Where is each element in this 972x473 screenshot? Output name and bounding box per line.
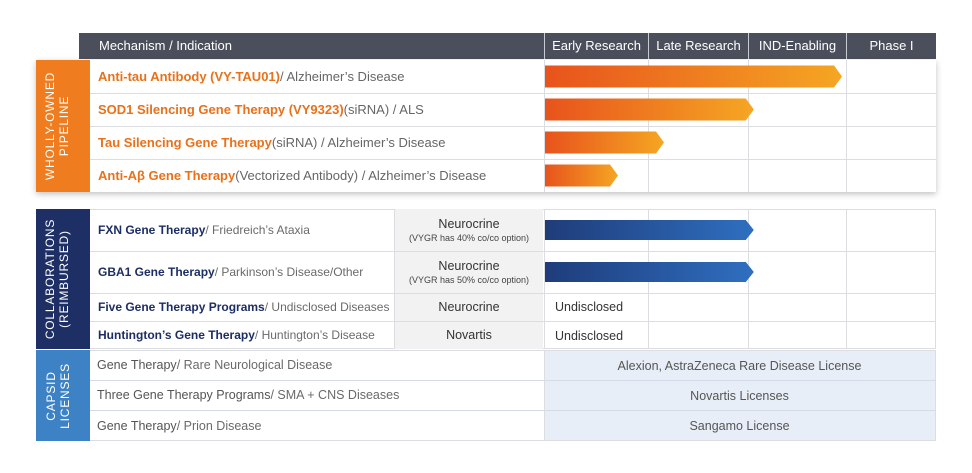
header-stage-ind-enabling: IND-Enabling bbox=[748, 33, 846, 59]
header-stage-phase-1: Phase I bbox=[846, 33, 936, 59]
row-divider bbox=[90, 380, 936, 381]
row-divider bbox=[90, 159, 936, 160]
partner-cell: Neurocrine bbox=[394, 293, 543, 321]
header-mechanism: Mechanism / Indication bbox=[99, 38, 232, 53]
pipeline-row: GBA1 Gene Therapy / Parkinson’s Disease/… bbox=[90, 251, 394, 293]
program-detail: / Friedreich’s Ataxia bbox=[205, 223, 310, 237]
row-divider bbox=[90, 321, 936, 322]
row-divider bbox=[90, 251, 936, 252]
stage-gridline bbox=[544, 209, 545, 349]
partner-cell: Neurocrine (VYGR has 40% co/co option) bbox=[394, 209, 543, 251]
program-detail: (siRNA) / ALS bbox=[343, 102, 424, 117]
progress-arrow bbox=[545, 164, 618, 187]
progress-arrow bbox=[545, 65, 842, 88]
program-name: Huntington’s Gene Therapy bbox=[98, 328, 255, 342]
pipeline-header: Mechanism / Indication Early Research La… bbox=[79, 33, 936, 59]
program-detail: / Huntington’s Disease bbox=[254, 328, 375, 342]
row-divider bbox=[90, 93, 936, 94]
status-undisclosed: Undisclosed bbox=[555, 329, 624, 343]
program-detail: / Alzheimer’s Disease bbox=[280, 69, 405, 84]
pipeline-row: Anti-tau Antibody (VY-TAU01) / Alzheimer… bbox=[90, 60, 544, 93]
stage-gridline bbox=[648, 60, 649, 192]
header-stage-late-research: Late Research bbox=[648, 33, 748, 59]
program-detail: / Undisclosed Diseases bbox=[264, 300, 390, 314]
pipeline-row: Tau Silencing Gene Therapy (siRNA) / Alz… bbox=[90, 126, 544, 159]
capsid-accent bbox=[79, 350, 90, 441]
wholly-owned-accent bbox=[79, 60, 90, 192]
row-divider bbox=[90, 410, 936, 411]
partner-name: Novartis bbox=[446, 328, 492, 342]
pipeline-row: Anti-Aβ Gene Therapy (Vectorized Antibod… bbox=[90, 159, 544, 192]
collaborations-accent bbox=[79, 209, 90, 349]
header-stage-early-research: Early Research bbox=[544, 33, 648, 59]
stage-gridline bbox=[846, 209, 847, 349]
partner-name: Neurocrine bbox=[438, 300, 500, 314]
program-name: Tau Silencing Gene Therapy bbox=[98, 135, 272, 150]
collaborations-label: COLLABORATIONS (REIMBURSED) bbox=[36, 209, 79, 349]
stage-gridline bbox=[748, 209, 749, 349]
program-name: Anti-tau Antibody (VY-TAU01) bbox=[98, 69, 280, 84]
progress-arrow bbox=[545, 220, 754, 240]
program-name: Gene Therapy bbox=[97, 358, 177, 372]
program-name: Anti-Aβ Gene Therapy bbox=[98, 168, 236, 183]
license-cell: Alexion, AstraZeneca Rare Disease Licens… bbox=[544, 351, 935, 380]
progress-arrow bbox=[545, 262, 754, 282]
pipeline-row: Gene Therapy / Prion Disease bbox=[90, 410, 544, 441]
partner-note: (VYGR has 50% co/co option) bbox=[408, 275, 530, 285]
stage-gridline bbox=[748, 60, 749, 192]
program-detail: / Prion Disease bbox=[176, 418, 262, 433]
partner-cell: Neurocrine (VYGR has 50% co/co option) bbox=[394, 251, 543, 293]
row-divider bbox=[90, 126, 936, 127]
license-cell: Sangamo License bbox=[544, 411, 935, 440]
program-detail: / Rare Neurological Disease bbox=[176, 358, 333, 372]
program-detail: (Vectorized Antibody) / Alzheimer’s Dise… bbox=[235, 168, 487, 183]
pipeline-row: Gene Therapy / Rare Neurological Disease bbox=[90, 350, 544, 380]
stage-gridline bbox=[846, 60, 847, 192]
capsid-label: CAPSID LICENSES bbox=[36, 350, 79, 441]
pipeline-row: Huntington’s Gene Therapy / Huntington’s… bbox=[90, 321, 394, 349]
program-name: Three Gene Therapy Programs bbox=[97, 388, 271, 402]
program-detail: (siRNA) / Alzheimer’s Disease bbox=[271, 135, 446, 150]
pipeline-row: Three Gene Therapy Programs / SMA + CNS … bbox=[90, 380, 544, 410]
partner-note: (VYGR has 40% co/co option) bbox=[408, 233, 530, 243]
pipeline-row: Five Gene Therapy Programs / Undisclosed… bbox=[90, 293, 394, 321]
program-name: SOD1 Silencing Gene Therapy (VY9323) bbox=[98, 102, 344, 117]
partner-cell: Novartis bbox=[394, 321, 543, 349]
progress-arrow bbox=[545, 98, 754, 121]
program-name: Five Gene Therapy Programs bbox=[98, 300, 265, 314]
stage-gridline bbox=[544, 350, 545, 441]
license-cell: Novartis Licenses bbox=[544, 381, 935, 410]
program-detail: / SMA + CNS Diseases bbox=[270, 388, 400, 402]
partner-name: Neurocrine bbox=[438, 217, 500, 231]
row-divider bbox=[90, 293, 936, 294]
status-undisclosed: Undisclosed bbox=[555, 300, 624, 314]
program-name: Gene Therapy bbox=[97, 418, 177, 433]
wholly-owned-label: WHOLLY-OWNED PIPELINE bbox=[36, 60, 79, 192]
program-name: GBA1 Gene Therapy bbox=[98, 265, 215, 279]
pipeline-row: SOD1 Silencing Gene Therapy (VY9323) (si… bbox=[90, 93, 544, 126]
stage-gridline bbox=[544, 60, 545, 192]
pipeline-row: FXN Gene Therapy / Friedreich’s Ataxia bbox=[90, 209, 394, 251]
program-detail: / Parkinson’s Disease/Other bbox=[214, 265, 364, 279]
program-name: FXN Gene Therapy bbox=[98, 223, 206, 237]
partner-name: Neurocrine bbox=[438, 259, 500, 273]
progress-arrow bbox=[545, 131, 664, 154]
